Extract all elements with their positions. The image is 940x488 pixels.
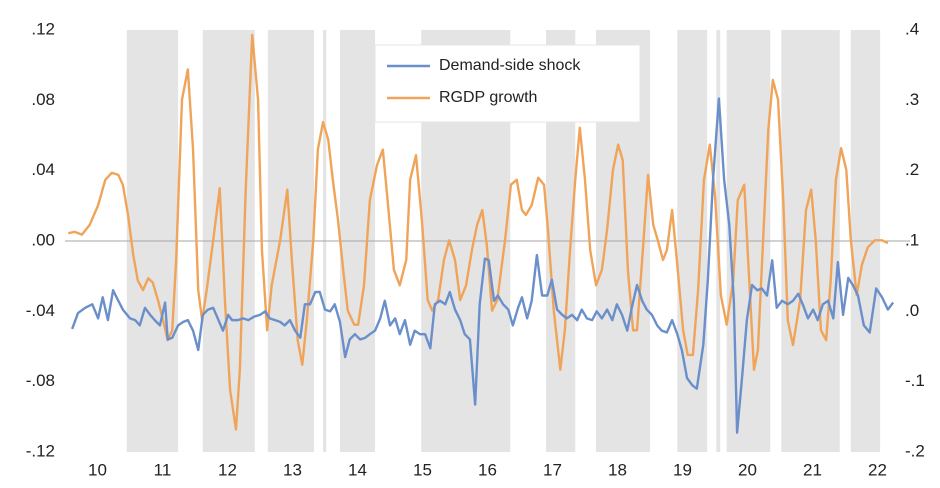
y-tick-label: .08 [31, 90, 55, 109]
x-tick-label: 19 [673, 460, 692, 479]
y-tick-label: -.04 [26, 301, 55, 320]
y-tick-label: .12 [31, 19, 55, 38]
y-tick-label: -.08 [26, 371, 55, 390]
y2-tick-label: .2 [905, 160, 919, 179]
y2-tick-label: .3 [905, 90, 919, 109]
x-tick-label: 17 [543, 460, 562, 479]
legend: Demand-side shock RGDP growth [374, 44, 641, 123]
legend-label: Demand-side shock [439, 57, 581, 74]
y-tick-label: -.12 [26, 441, 55, 460]
y-tick-label: .00 [31, 230, 55, 249]
y2-tick-label: .1 [905, 230, 919, 249]
x-tick-label: 20 [738, 460, 757, 479]
y-tick-label: .04 [31, 160, 55, 179]
legend-box [374, 44, 641, 123]
x-tick-label: 11 [154, 460, 172, 479]
x-tick-label: 18 [608, 460, 627, 479]
y2-tick-label: -.2 [905, 441, 925, 460]
x-tick-label: 22 [868, 460, 887, 479]
x-tick-label: 13 [283, 460, 302, 479]
series-line [67, 33, 889, 431]
legend-label: RGDP growth [439, 89, 537, 106]
x-tick-label: 12 [218, 460, 237, 479]
series-line [71, 97, 895, 434]
x-tick-label: 10 [88, 460, 107, 479]
y2-tick-label: .4 [905, 19, 919, 38]
y2-tick-label: .0 [905, 301, 919, 320]
x-tick-label: 15 [413, 460, 432, 479]
x-tick-label: 21 [803, 460, 822, 479]
x-tick-label: 14 [348, 460, 367, 479]
y2-tick-label: -.1 [905, 371, 925, 390]
x-tick-label: 16 [478, 460, 497, 479]
